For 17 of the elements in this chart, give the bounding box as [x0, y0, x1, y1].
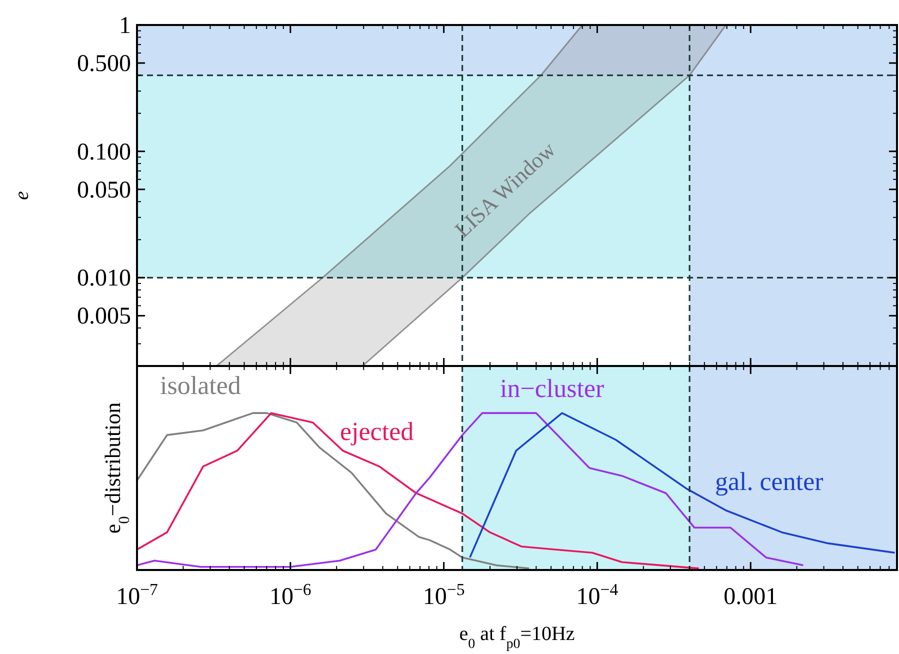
x-tick-label: 10$^{−5}$: [422, 580, 465, 610]
x-tick-label: 0.001: [724, 584, 778, 610]
x-tick-label: 10$^{−7}$: [116, 580, 158, 610]
y-axis-title: e: [11, 190, 33, 200]
y-tick-label: 0.050: [77, 177, 131, 204]
series-label: ejected: [340, 417, 414, 446]
y-tick-label: 0.005: [77, 304, 131, 330]
y-tick-label: 0.010: [77, 266, 131, 292]
series-label: in−cluster: [500, 374, 605, 403]
y-tick-label: 1: [119, 13, 131, 39]
y-tick-label: 0.100: [77, 139, 131, 166]
series-label: gal. center: [715, 467, 824, 496]
x-tick-label: 10$^{−6}$: [269, 580, 312, 610]
x-tick-label: 10$^{−4}$: [576, 580, 619, 610]
y-tick-label: 0.500: [77, 51, 131, 78]
series-label: isolated: [160, 371, 241, 400]
x-axis-title: e$_{0}$ at f$_{p0}$=10Hz: [459, 623, 575, 652]
